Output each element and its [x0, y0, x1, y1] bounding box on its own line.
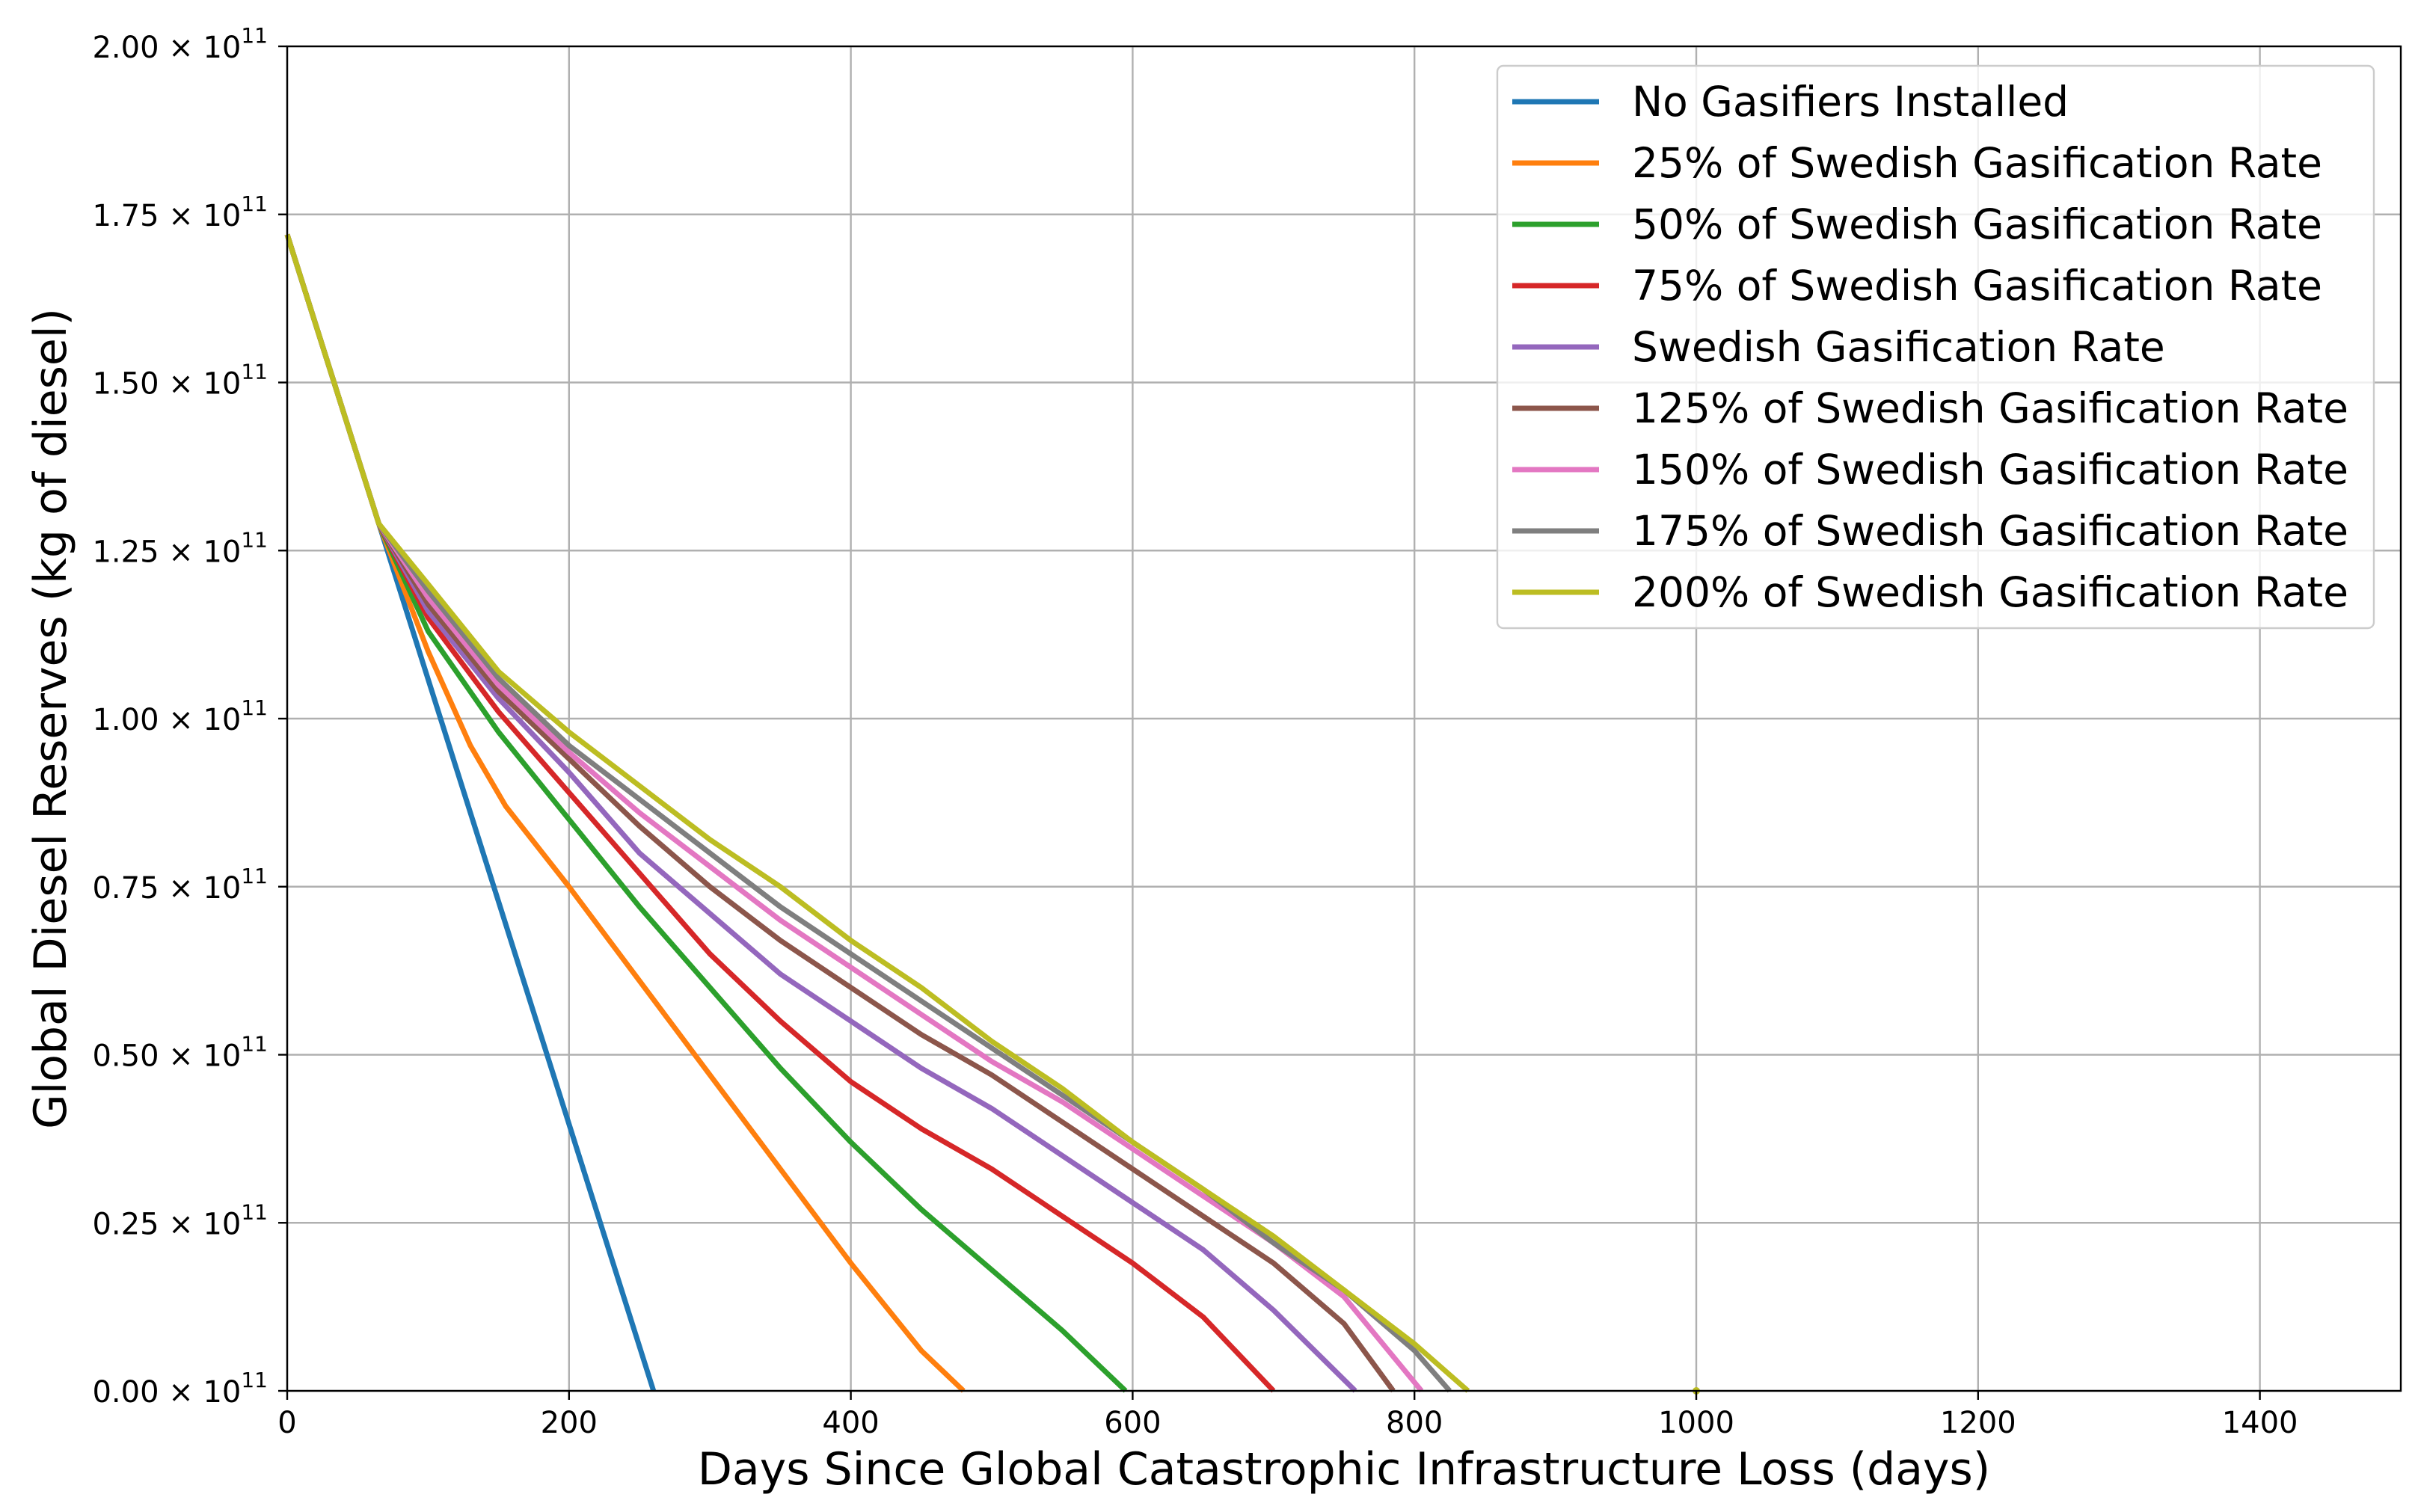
y-tick-exponent: 11 — [241, 864, 268, 888]
y-tick-exponent-base: × 10 — [159, 535, 242, 569]
series-line — [284, 233, 1452, 1393]
series-line — [284, 233, 1424, 1393]
y-tick-label: 0.25 × 1011 — [92, 1199, 268, 1241]
y-tick-exponent-base: × 10 — [159, 1039, 242, 1074]
y-tick-mantissa: 1.00 — [92, 703, 159, 737]
legend-label: 125% of Swedish Gasification Rate — [1632, 384, 2348, 432]
y-tick-mantissa: 1.25 — [92, 535, 159, 569]
y-tick-mantissa: 1.75 — [92, 199, 159, 233]
series-line — [284, 233, 1128, 1393]
y-tick-mantissa: 2.00 — [92, 31, 159, 65]
legend-box — [1496, 64, 2375, 630]
y-tick-exponent-base: × 10 — [159, 1375, 242, 1410]
y-tick-exponent: 11 — [241, 23, 268, 48]
y-tick-exponent: 11 — [241, 1199, 268, 1224]
y-tick-label: 0.75 × 1011 — [92, 864, 268, 906]
y-tick-mantissa: 0.25 — [92, 1207, 159, 1241]
y-tick-exponent-base: × 10 — [159, 199, 242, 233]
series-line — [284, 233, 1357, 1393]
y-tick-exponent-base: × 10 — [159, 871, 242, 906]
y-tick-mantissa: 1.50 — [92, 367, 159, 402]
legend-label: 25% of Swedish Gasification Rate — [1632, 139, 2322, 187]
y-tick-exponent-base: × 10 — [159, 31, 242, 65]
x-axis-title: Days Since Global Catastrophic Infrastru… — [698, 1443, 1990, 1496]
x-tick-label: 0 — [277, 1406, 296, 1440]
legend-label: 50% of Swedish Gasification Rate — [1632, 200, 2322, 248]
y-tick-label: 0.50 × 1011 — [92, 1032, 268, 1074]
legend-label: 150% of Swedish Gasification Rate — [1632, 446, 2348, 494]
legend-label: 75% of Swedish Gasification Rate — [1632, 262, 2322, 310]
x-tick-label: 600 — [1104, 1406, 1161, 1440]
y-tick-mantissa: 0.75 — [92, 871, 159, 906]
legend-label: Swedish Gasification Rate — [1632, 323, 2165, 371]
series-line — [284, 233, 966, 1393]
series-lines — [284, 233, 1470, 1393]
y-tick-mantissa: 0.50 — [92, 1039, 159, 1074]
legend-label: 200% of Swedish Gasification Rate — [1632, 568, 2348, 616]
y-tick-label: 1.50 × 1011 — [92, 360, 268, 402]
y-tick-exponent: 11 — [241, 527, 268, 552]
y-tick-label: 0.00 × 1011 — [92, 1368, 268, 1410]
y-tick-exponent: 11 — [241, 360, 268, 384]
series-line — [284, 233, 1396, 1393]
x-tick-label: 400 — [822, 1406, 879, 1440]
y-tick-label: 2.00 × 1011 — [92, 23, 268, 65]
y-tick-exponent: 11 — [241, 191, 268, 216]
y-tick-label: 1.00 × 1011 — [92, 695, 268, 737]
y-tick-exponent: 11 — [241, 1368, 268, 1392]
x-tick-label: 1400 — [2222, 1406, 2298, 1440]
x-tick-label: 200 — [541, 1406, 598, 1440]
y-tick-exponent-base: × 10 — [159, 703, 242, 737]
y-tick-mantissa: 0.00 — [92, 1375, 159, 1410]
series-line — [284, 233, 1276, 1393]
y-tick-label: 1.75 × 1011 — [92, 191, 268, 233]
y-axis-title: Global Diesel Reserves (kg of diesel) — [25, 308, 77, 1129]
x-tick-label: 800 — [1386, 1406, 1443, 1440]
x-tick-label: 1200 — [1940, 1406, 2016, 1440]
legend-label: 175% of Swedish Gasification Rate — [1632, 507, 2348, 555]
y-tick-exponent: 11 — [241, 1032, 268, 1057]
x-tick-label: 1000 — [1658, 1406, 1734, 1440]
y-tick-exponent: 11 — [241, 695, 268, 720]
legend: No Gasifiers Installed 25% of Swedish Gas… — [1496, 64, 2375, 630]
y-tick-exponent-base: × 10 — [159, 1207, 242, 1241]
y-tick-exponent-base: × 10 — [159, 367, 242, 402]
legend-label: No Gasifiers Installed — [1632, 78, 2069, 126]
series-line — [284, 233, 1470, 1393]
y-tick-label: 1.25 × 1011 — [92, 527, 268, 569]
